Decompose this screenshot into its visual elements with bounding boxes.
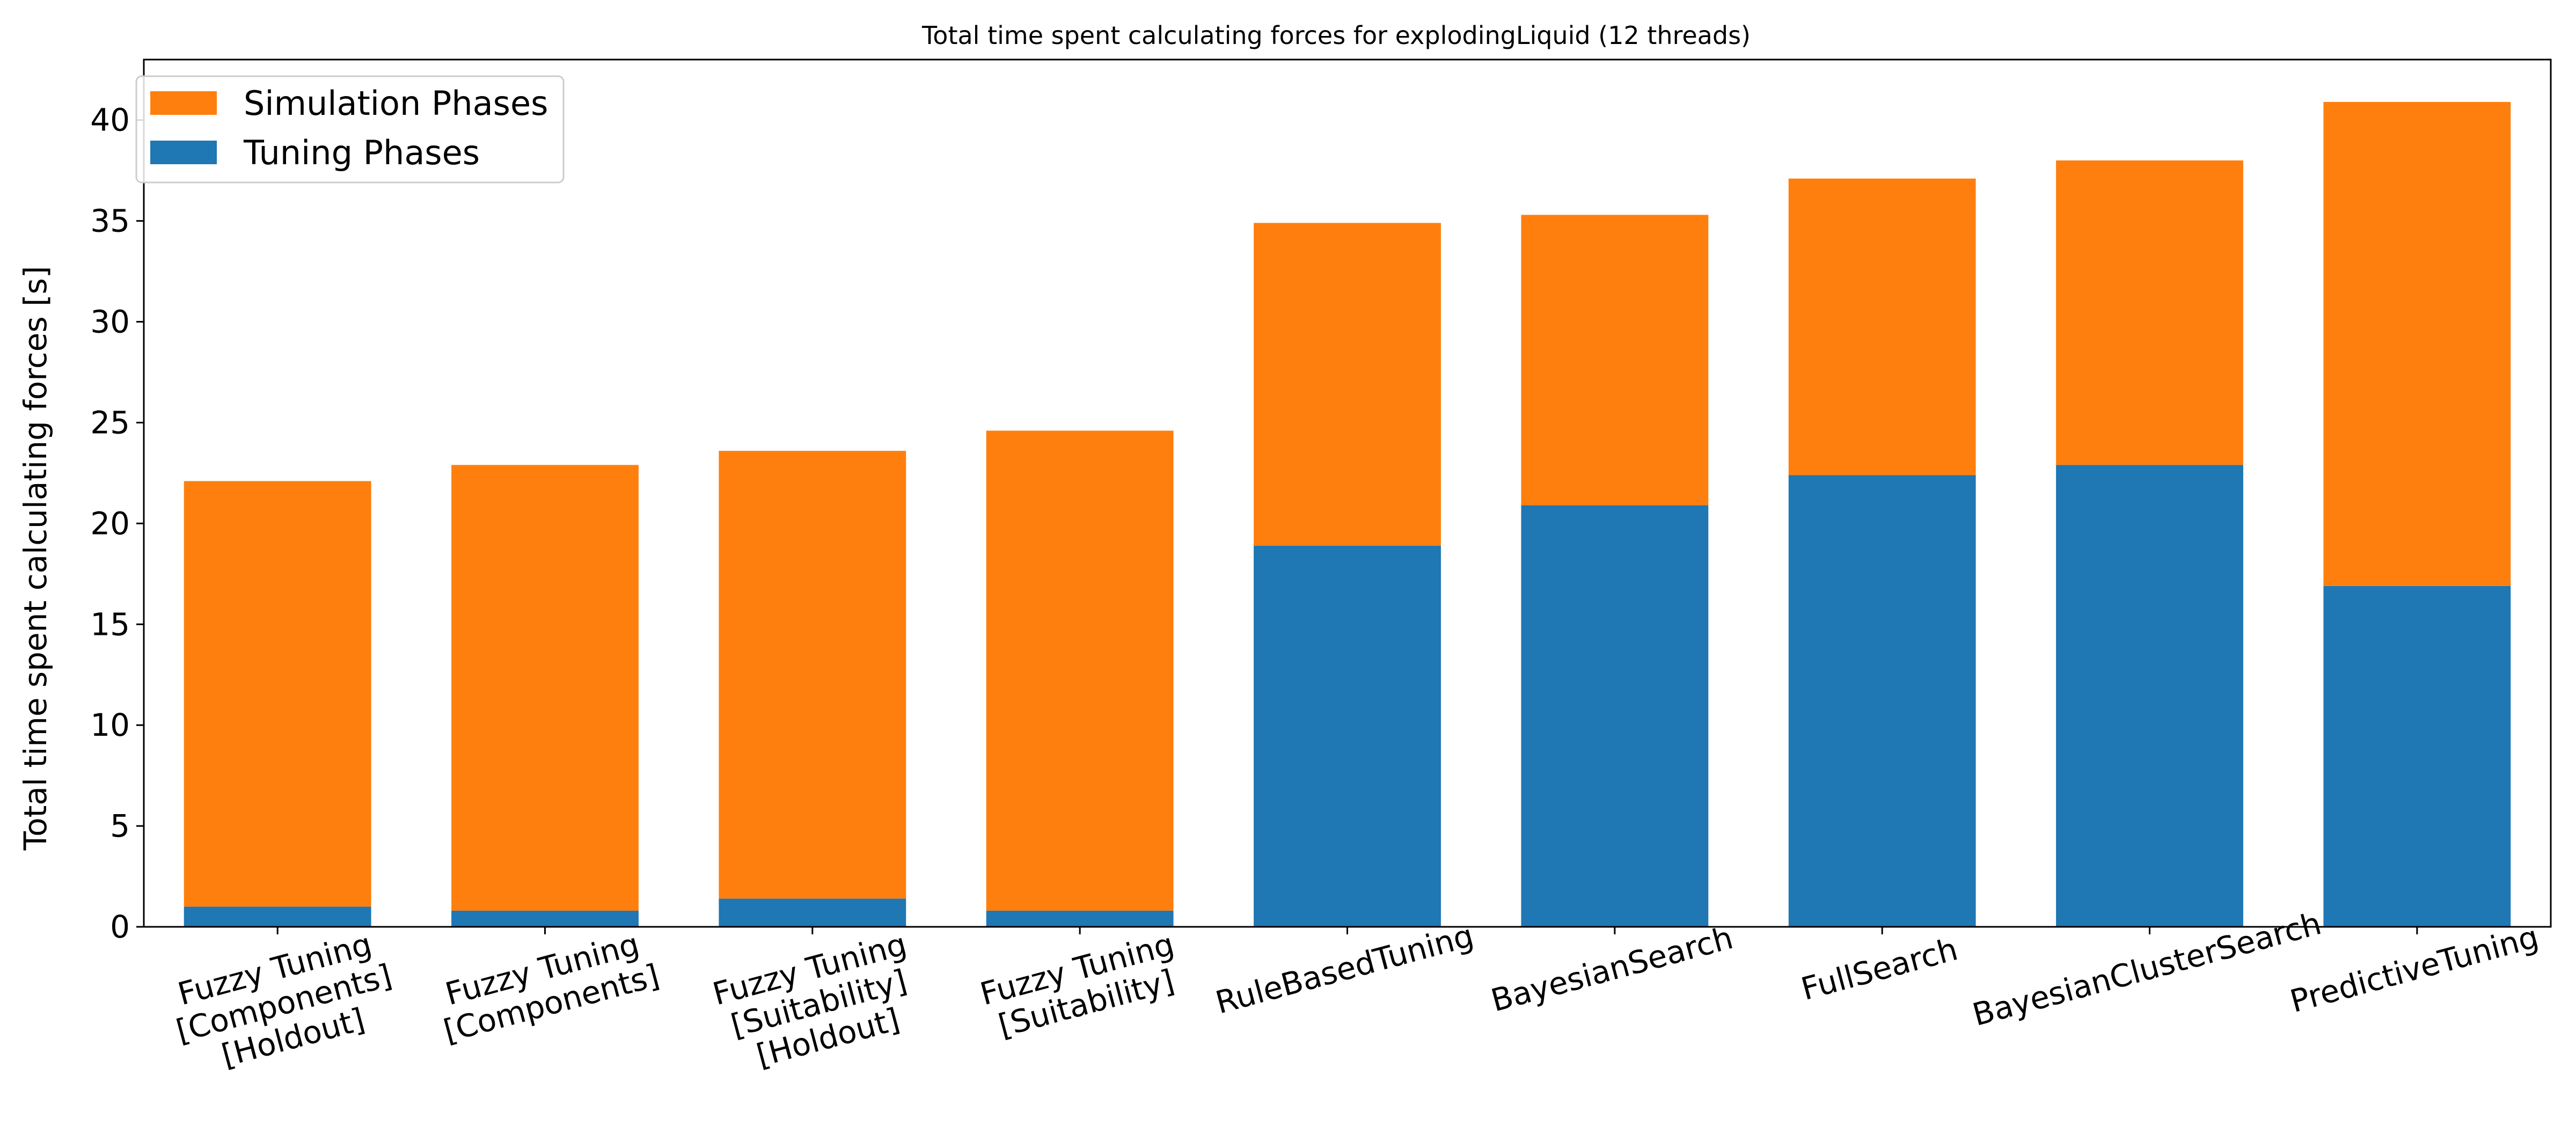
tuning-phase-bar xyxy=(451,910,639,927)
legend-label: Simulation Phases xyxy=(244,84,548,123)
x-axis: Fuzzy Tuning[Components][Holdout]Fuzzy T… xyxy=(163,905,2542,1084)
plot-area xyxy=(184,101,2511,927)
x-tick-label: PredictiveTuning xyxy=(2286,918,2542,1020)
tuning-phase-bar xyxy=(1254,545,1441,927)
x-tick-label: RuleBasedTuning xyxy=(1212,917,1477,1021)
legend-swatch xyxy=(150,91,217,115)
tuning-phase-bar xyxy=(1521,505,1709,927)
y-tick-label: 20 xyxy=(90,505,130,541)
y-tick-label: 30 xyxy=(90,304,130,340)
x-tick-label-line: RuleBasedTuning xyxy=(1212,917,1477,1021)
simulation-phase-bar xyxy=(1788,178,1976,475)
y-tick-label: 35 xyxy=(90,203,130,239)
tuning-phase-bar xyxy=(719,898,906,927)
x-tick-label-line: PredictiveTuning xyxy=(2286,918,2542,1020)
y-tick-label: 10 xyxy=(90,707,130,743)
plot-frame xyxy=(143,58,2552,928)
y-tick-label: 40 xyxy=(90,102,130,138)
legend-label: Tuning Phases xyxy=(243,133,480,172)
simulation-phase-bar xyxy=(1521,215,1709,506)
legend-box xyxy=(135,75,565,184)
x-tick-label: Fuzzy Tuning[Suitability][Holdout] xyxy=(709,926,929,1081)
x-tick-label-line: FullSearch xyxy=(1797,931,1962,1007)
tuning-phase-bar xyxy=(1788,475,1976,927)
tuning-phase-bar xyxy=(986,910,1174,927)
simulation-phase-bar xyxy=(986,430,1174,911)
x-tick-label: Fuzzy Tuning[Components][Holdout] xyxy=(163,923,405,1084)
x-tick-label: BayesianSearch xyxy=(1487,919,1737,1019)
simulation-phase-bar xyxy=(2323,101,2511,586)
y-axis: 0 5 10 15 20 25 30 35 40 xyxy=(90,102,144,945)
simulation-phase-bar xyxy=(184,481,371,907)
simulation-phase-bar xyxy=(451,465,639,911)
x-tick-label-line: BayesianSearch xyxy=(1487,919,1737,1019)
simulation-phase-bar xyxy=(719,451,906,899)
y-tick-label: 15 xyxy=(90,606,130,642)
chart-title: Total time spent calculating forces for … xyxy=(921,21,1751,50)
y-tick-label: 0 xyxy=(110,909,130,945)
legend-swatch xyxy=(150,141,217,164)
simulation-phase-bar xyxy=(1254,223,1441,546)
tuning-phase-bar xyxy=(2056,465,2243,927)
x-tick-label: Fuzzy Tuning[Components] xyxy=(430,923,663,1049)
x-tick-label: FullSearch xyxy=(1797,931,1962,1007)
tuning-phase-bar xyxy=(2323,586,2511,927)
x-tick-label: Fuzzy Tuning[Suitability] xyxy=(976,926,1187,1046)
y-tick-label: 25 xyxy=(90,404,130,441)
y-tick-label: 5 xyxy=(110,808,130,844)
tuning-phase-bar xyxy=(184,906,371,927)
legend: Simulation Phases Tuning Phases xyxy=(135,75,565,184)
simulation-phase-bar xyxy=(2056,160,2243,465)
y-axis-label: Total time spent calculating forces [s] xyxy=(17,266,54,851)
